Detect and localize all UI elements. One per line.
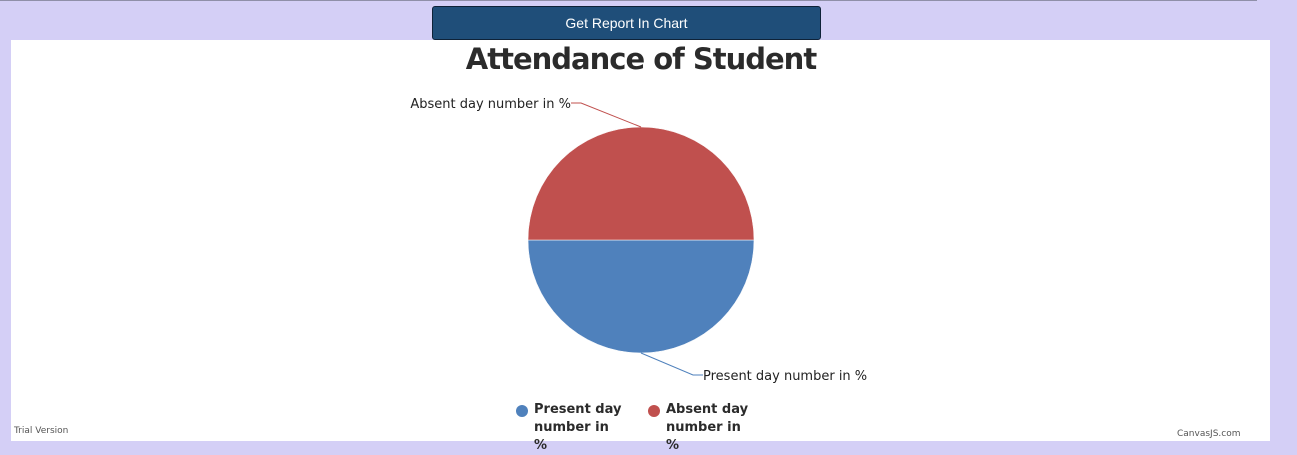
legend-marker-present xyxy=(516,405,528,417)
get-report-button[interactable]: Get Report In Chart xyxy=(432,6,821,40)
chart-title: Attendance of Student xyxy=(466,42,818,76)
pie-slice-absent[interactable] xyxy=(527,126,755,241)
legend-item-present[interactable]: Present day number in % xyxy=(516,401,626,455)
trial-version-text: Trial Version xyxy=(14,426,69,436)
label-connector-present xyxy=(640,352,703,376)
legend-label-absent-line2: number in % xyxy=(666,420,741,453)
legend-marker-absent xyxy=(648,405,660,417)
canvasjs-credit[interactable]: CanvasJS.com xyxy=(1177,429,1241,439)
chart-panel: Attendance of Student Present day number… xyxy=(11,40,1270,453)
slice-label-present: Present day number in % xyxy=(703,369,867,384)
pie-slice-present[interactable] xyxy=(527,239,755,354)
slice-label-absent: Absent day number in % xyxy=(410,97,571,112)
legend-item-absent[interactable]: Absent day number in % xyxy=(648,401,758,455)
top-divider xyxy=(0,0,1257,1)
label-connector-absent xyxy=(571,102,642,128)
pie-slices xyxy=(527,126,755,354)
legend-label-present-line1: Present day xyxy=(534,402,622,417)
slice-labels: Present day number in % Absent day number… xyxy=(410,97,867,384)
chart-legend: Present day number in % Absent day numbe… xyxy=(516,401,758,455)
legend-label-absent-line1: Absent day xyxy=(666,402,749,417)
pie-chart: Attendance of Student Present day number… xyxy=(410,42,867,384)
legend-label-present-line2: number in % xyxy=(534,420,609,453)
